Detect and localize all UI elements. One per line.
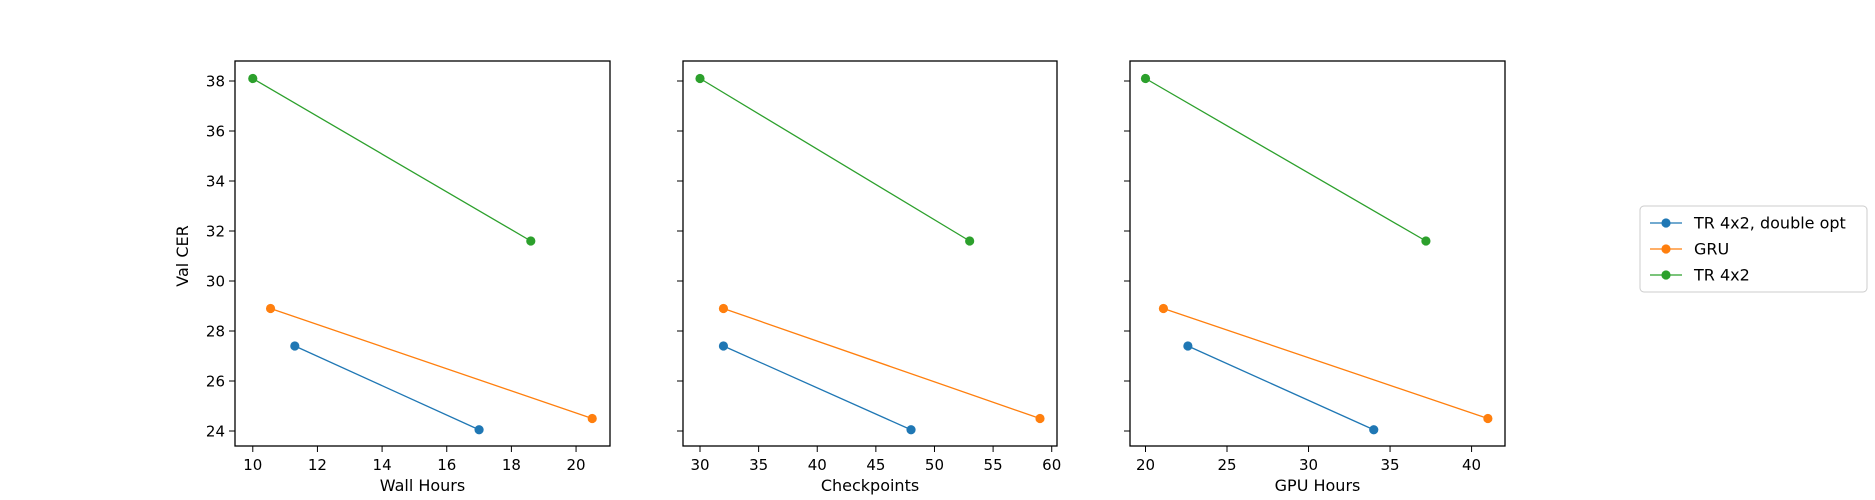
series-line (723, 307, 1041, 420)
x-tick-label: 35 (1381, 456, 1400, 474)
x-tick-label: 16 (437, 456, 456, 474)
data-point (906, 425, 916, 435)
legend-entry-tr-4x2-double-opt: TR 4x2, double opt (1650, 214, 1846, 233)
series-tr-4x2 (248, 73, 536, 246)
data-point (526, 236, 536, 246)
data-point (695, 73, 705, 84)
y-tick-label: 32 (206, 223, 225, 241)
y-axis-label: Val CER (173, 225, 192, 286)
x-axis-label: Checkpoints (821, 476, 919, 495)
series-tr-4x2 (1140, 73, 1431, 246)
x-tick-label: 55 (984, 456, 1003, 474)
series-tr-4x2 (695, 73, 975, 246)
x-tick-label: 45 (866, 456, 885, 474)
chart-panels: 24 26 28 30 32 34 36 38 10 12 14 16 18 20 Wall Hours 30… (206, 60, 1506, 495)
panel-checkpoints: 30 35 40 45 50 55 60 Checkpoints (677, 60, 1061, 495)
x-tick-label: 60 (1042, 456, 1061, 474)
legend-frame (1639, 205, 1868, 293)
panel-gpu-hours: 20 25 30 35 40 GPU Hours (1124, 60, 1506, 495)
data-point (1421, 236, 1431, 246)
legend-label: TR 4x2, double opt (1693, 214, 1846, 233)
series-line (1163, 307, 1489, 420)
legend: TR 4x2, double opt GRU TR 4x2 (1639, 205, 1868, 293)
panel-wall-hours: 24 26 28 30 32 34 36 38 10 12 14 16 18 20 Wall Hours (206, 60, 611, 495)
series-line (294, 345, 480, 431)
legend-marker (1661, 270, 1671, 280)
y-tick-label: 38 (206, 73, 225, 91)
y-tick-label: 34 (206, 173, 225, 191)
y-tick-label: 30 (206, 273, 225, 291)
x-tick-label: 18 (502, 456, 521, 474)
series-tr-4x2-double-opt (718, 341, 916, 435)
data-point (1483, 413, 1493, 424)
x-tick-label: 35 (749, 456, 768, 474)
data-point (248, 73, 258, 84)
legend-label: GRU (1694, 240, 1729, 259)
y-tick-label: 24 (206, 423, 225, 441)
series-line (723, 345, 912, 431)
x-tick-label: 30 (1299, 456, 1318, 474)
data-point (265, 303, 276, 314)
data-point (1158, 303, 1169, 314)
series-gru (718, 303, 1045, 424)
data-point (587, 413, 597, 424)
data-point (474, 425, 484, 435)
y-tick-label: 26 (206, 373, 225, 391)
data-point (1140, 73, 1151, 84)
series-line (270, 307, 593, 420)
x-axis-label: Wall Hours (380, 476, 465, 495)
x-axis-label: GPU Hours (1275, 476, 1361, 495)
plot-frame (682, 60, 1058, 447)
series-line (1187, 345, 1375, 431)
series-tr-4x2-double-opt (1183, 341, 1379, 435)
x-tick-label: 12 (308, 456, 327, 474)
legend-label: TR 4x2 (1693, 266, 1750, 285)
x-tick-label: 25 (1217, 456, 1236, 474)
series-line (252, 77, 532, 242)
x-tick-label: 20 (567, 456, 586, 474)
y-tick-label: 28 (206, 323, 225, 341)
plot-frame (234, 60, 611, 447)
x-tick-label: 10 (243, 456, 262, 474)
legend-marker (1661, 218, 1671, 228)
data-point (965, 236, 975, 246)
series-line (1145, 77, 1427, 242)
x-tick-label: 40 (808, 456, 827, 474)
series-gru (1158, 303, 1493, 424)
series-line (699, 77, 970, 242)
series-gru (265, 303, 597, 424)
x-tick-label: 30 (690, 456, 709, 474)
x-tick-label: 40 (1462, 456, 1481, 474)
data-point (1183, 341, 1193, 351)
data-point (1369, 425, 1379, 435)
data-point (718, 341, 729, 351)
data-point (290, 341, 300, 351)
series-tr-4x2-double-opt (290, 341, 484, 435)
plot-frame (1129, 60, 1506, 447)
x-tick-label: 50 (925, 456, 944, 474)
data-point (718, 303, 729, 314)
x-tick-label: 14 (373, 456, 392, 474)
x-tick-label: 20 (1136, 456, 1155, 474)
legend-marker (1661, 244, 1671, 254)
data-point (1035, 413, 1045, 424)
y-tick-label: 36 (206, 123, 225, 141)
legend-entry-gru: GRU (1650, 240, 1729, 259)
legend-entry-tr-4x2: TR 4x2 (1650, 266, 1750, 285)
